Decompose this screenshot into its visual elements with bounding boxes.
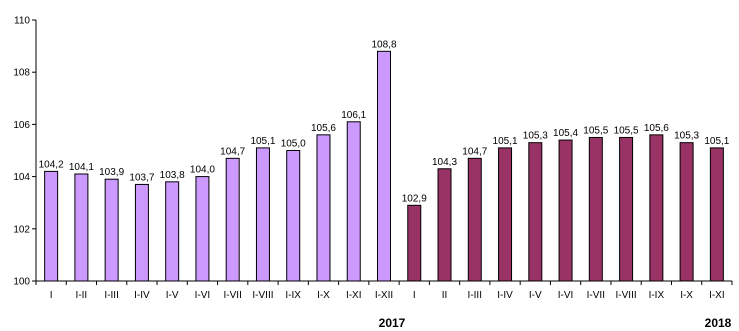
data-label: 105,6 [644,123,669,134]
data-label: 105,1 [493,136,518,147]
bar [255,147,270,282]
x-tick-label: I [413,290,416,301]
data-label: 104,3 [432,157,457,168]
data-label: 104,2 [39,159,64,170]
data-label: 105,6 [311,123,336,134]
bar [74,173,89,282]
year-label-2017: 2017 [379,316,406,330]
data-label: 105,1 [704,136,729,147]
y-tick-label: 106 [13,120,30,131]
x-tick-label: I-X [317,290,330,301]
bar [649,134,664,282]
data-label: 104,7 [220,146,245,157]
data-label: 102,9 [402,193,427,204]
x-tick-label: I-VIII [616,290,637,301]
x-tick-label: I-IV [497,290,513,301]
x-tick-label: I-XI [709,290,725,301]
x-tick-label: I-IV [134,290,150,301]
bar [225,157,240,282]
data-label: 105,3 [523,131,548,142]
data-label: 105,0 [281,139,306,150]
x-tick-label: I-IX [285,290,301,301]
x-tick-label: I [50,290,53,301]
x-tick-label: I-XI [346,290,362,301]
x-tick-label: I-II [76,290,88,301]
data-label: 108,8 [371,39,396,50]
data-label: 105,1 [250,136,275,147]
x-tick-label: I-III [104,290,118,301]
bar [528,142,543,282]
bar [104,178,119,282]
data-label: 105,3 [674,131,699,142]
x-tick-label: I-VII [587,290,605,301]
y-tick-label: 110 [14,16,30,27]
x-tick-label: I-V [166,290,179,301]
y-tick-label: 102 [13,224,30,235]
x-tick-label: I-VI [558,290,574,301]
plot-area: 100 102 104 106 108 110 104,2 I 104,1 I-II 103,9 I-… [13,16,733,301]
data-label: 105,5 [614,125,639,136]
bar [709,147,724,282]
data-label: 104,0 [190,165,215,176]
bar [134,183,149,282]
bar [619,136,634,282]
bar [286,150,301,282]
bar [407,204,422,282]
bar [377,50,391,282]
y-tick-label: 108 [13,68,30,79]
x-tick-label: I-III [468,290,482,301]
bar [679,142,694,282]
bar [44,170,59,282]
x-tick-label: I-X [680,290,693,301]
x-tick-label: II [442,290,448,301]
bar [195,176,210,282]
data-label: 103,7 [129,172,154,183]
data-label: 105,4 [553,128,578,139]
x-tick-label: I-VIII [252,290,273,301]
bar [467,157,482,282]
bar [316,134,331,282]
bar [165,181,180,282]
x-tick-label: I-XII [375,290,393,301]
bar [346,121,361,282]
bar [498,147,513,282]
data-label: 103,9 [99,167,124,178]
bar [437,168,452,282]
data-label: 104,1 [69,162,94,173]
bar [588,136,603,282]
x-tick-label: I-VI [195,290,211,301]
data-label: 105,5 [583,125,608,136]
x-tick-label: I-IX [649,290,665,301]
year-label-2018: 2018 [705,316,732,330]
data-label: 103,8 [160,170,185,181]
data-label: 104,7 [462,146,487,157]
data-label: 106,1 [341,110,366,121]
y-tick-label: 104 [13,172,30,183]
x-tick-label: I-V [529,290,542,301]
bar [558,139,573,282]
y-tick-label: 100 [13,277,30,288]
x-tick-label: I-VII [224,290,242,301]
